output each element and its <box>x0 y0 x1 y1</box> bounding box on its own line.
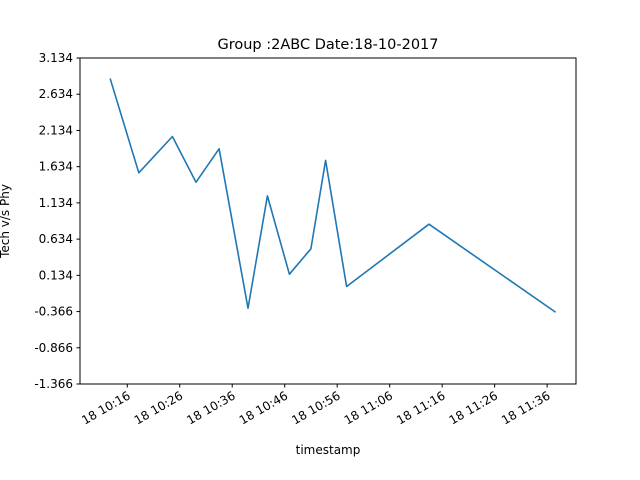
y-tick-label: -1.366 <box>34 377 73 391</box>
y-tick-label: 1.634 <box>39 160 73 174</box>
y-axis: -1.366 -0.866 -0.366 0.134 0.634 1.134 1.634 2.… <box>34 51 80 391</box>
y-tick-label: 1.134 <box>39 196 73 210</box>
y-tick-label: 0.134 <box>39 268 73 282</box>
plot-frame <box>79 57 577 385</box>
y-axis-label: Tech v/s Phy <box>0 184 12 259</box>
x-axis-label: timestamp <box>296 443 361 457</box>
y-tick-label: 0.634 <box>39 232 73 246</box>
y-tick-label: 2.634 <box>39 87 73 101</box>
series-line <box>109 78 557 313</box>
chart-title: Group :2ABC Date:18-10-2017 <box>217 37 438 53</box>
y-tick-label: 2.134 <box>39 123 73 137</box>
y-tick-label: -0.866 <box>34 341 73 355</box>
y-tick-label: 3.134 <box>39 51 73 65</box>
y-tick-label: -0.366 <box>34 305 73 319</box>
series-layer <box>109 78 557 313</box>
plot-area <box>80 58 576 384</box>
